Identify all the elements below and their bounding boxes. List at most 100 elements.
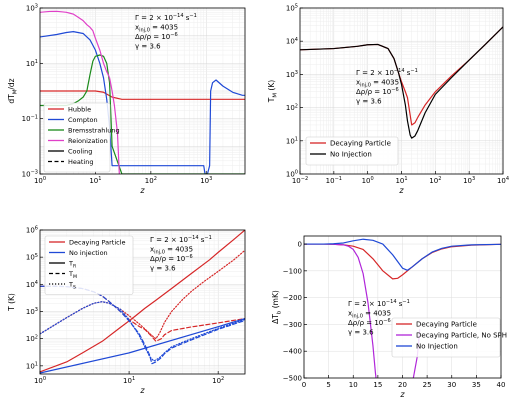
series-group [304,238,501,378]
y-tick-label: −200 [283,294,302,302]
legend: Decaying Particle Decaying Particle, No S… [391,317,507,358]
y-tick-label: 105 [26,253,38,262]
x-tick-label: 15 [373,381,382,389]
legend: Decaying Particle No Injection [305,136,399,166]
chart-panel-1: 100 101 102 103 10−3 10−1 101 103 z dTM/dz Γ = 2 ×… [7,4,246,195]
x-tick-label: 20 [398,381,407,389]
legend-label: Decaying Particle [330,139,391,147]
grid [39,7,246,175]
series-line-decaying-particle-tr [40,230,245,373]
y-tick-label: 0 [298,241,302,249]
legend-box [305,136,399,166]
x-tick-label: 5 [326,381,330,389]
annotation-line: Δρ/ρ = 10−6 [150,254,193,263]
y-tick-label: 103 [26,4,38,13]
x-tick-label: 104 [497,176,509,185]
x-tick-label: 102 [145,176,157,185]
series-group [300,26,503,139]
series-line-no-injection [300,26,503,139]
x-tick-label: 10−2 [292,176,308,185]
y-tick-label: 102 [286,103,298,112]
legend-label: No Injection [416,342,458,350]
legend-label: TR [68,259,77,269]
y-axis-label: T (K) [7,293,16,312]
ticks: 0 5 10 15 20 25 30 35 40 0 −100 −200 −300 −400 −500 [283,241,506,389]
annotation-line: Δρ/ρ = 10−6 [135,32,178,41]
legend-label: Hubble [68,105,91,113]
y-tick-label: 101 [26,362,38,371]
legend-label: Heating [68,158,93,166]
annotation-line: xinj,0 = 4035 [356,79,399,89]
legend-label: TS [68,280,76,290]
y-tick-label: 104 [286,37,298,46]
legend-box [44,235,134,295]
annotation-line: γ = 3.6 [348,329,374,337]
x-tick-label: 102 [429,176,441,185]
annotation-line: Γ = 2 × 10−14 s−1 [150,235,212,244]
axes-frame [39,229,246,375]
x-tick-label: 101 [89,176,101,185]
y-tick-label: 101 [26,59,38,68]
y-tick-label: 101 [286,137,298,146]
legend-label: TM [68,270,77,280]
legend-label: No injection [69,249,108,257]
annotation-line: Γ = 2 × 10−14 s−1 [356,68,418,77]
ticks: 10−2 10−1 100 101 102 103 104 100 101 102 103 104 10… [286,4,509,185]
ticks: 100 101 102 101 102 103 104 105 106 [26,226,224,385]
annotation-line: γ = 3.6 [356,98,382,106]
y-tick-label: 106 [26,226,38,235]
x-tick-label: 101 [123,376,135,385]
x-tick-label: 10 [349,381,358,389]
legend-label: Reionization [68,137,108,145]
y-tick-label: 103 [26,307,38,316]
series-line-compton [40,31,245,174]
y-axis-label: TM (K) [267,80,278,103]
chart-panel-4: 0 5 10 15 20 25 30 35 40 0 −100 −200 −300 −400 −500 z ΔT… [271,235,507,399]
annotation-line: Γ = 2 × 10−14 s−1 [348,299,410,308]
x-tick-label: 100 [34,376,46,385]
x-tick-label: 102 [212,376,224,385]
legend-label: Decaying Particle [69,238,126,246]
legend-label: No Injection [330,150,372,158]
annotation-line: Δρ/ρ = 10−6 [348,318,391,327]
legend-label: Decaying Particle [416,320,477,328]
x-axis-label: z [139,186,145,195]
x-tick-label: 35 [472,381,481,389]
x-tick-label: 101 [395,176,407,185]
series-line-hubble [40,90,245,100]
annotation-line: xinj,0 = 4035 [348,310,391,320]
y-tick-label: −500 [283,375,302,383]
x-tick-label: 0 [302,381,306,389]
legend-box [43,102,111,173]
axes-frame [39,7,246,175]
legend: Hubble Compton Bremsstrahlung Reionization C… [43,102,120,173]
x-tick-label: 30 [447,381,456,389]
y-axis-label: dTM/dz [7,78,18,103]
series-line-reionization [40,10,120,174]
x-tick-label: 100 [34,176,46,185]
series-line-no-injection [304,238,501,271]
x-tick-label: 100 [362,176,374,185]
y-tick-label: 104 [26,280,38,289]
x-tick-label: 103 [200,176,212,185]
series-line-no-injection-tm [40,285,245,365]
legend-label: Cooling [68,147,92,155]
ticks: 100 101 102 103 10−3 10−1 101 103 [22,4,213,185]
y-tick-label: −100 [283,267,302,275]
x-axis-label: z [139,386,145,395]
x-axis-label: z [398,186,404,195]
x-tick-label: 10−1 [326,176,342,185]
x-tick-label: 40 [497,381,506,389]
series-group [40,10,245,174]
y-tick-label: 105 [286,4,298,13]
y-tick-label: 100 [286,170,298,179]
y-tick-label: 103 [286,70,298,79]
chart-panel-3: 100 101 102 101 102 103 104 105 106 z T (K) Γ = 2 ×… [7,226,246,395]
x-axis-label: z [399,390,405,399]
y-tick-label: 102 [26,334,38,343]
series-line-no-injection-ts [40,301,245,362]
chart-panel-2: 10−2 10−1 100 101 102 103 104 100 101 102 103 104 10… [267,4,509,195]
legend-label: Compton [68,116,98,124]
